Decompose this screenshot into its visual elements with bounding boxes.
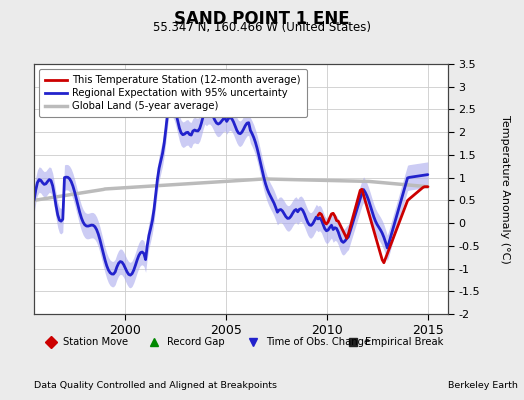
Legend: This Temperature Station (12-month average), Regional Expectation with 95% uncer: This Temperature Station (12-month avera… — [39, 69, 307, 117]
Text: Record Gap: Record Gap — [167, 337, 224, 347]
Y-axis label: Temperature Anomaly (°C): Temperature Anomaly (°C) — [499, 115, 509, 263]
Text: Time of Obs. Change: Time of Obs. Change — [266, 337, 370, 347]
Text: Empirical Break: Empirical Break — [365, 337, 444, 347]
Text: Station Move: Station Move — [63, 337, 128, 347]
Text: Data Quality Controlled and Aligned at Breakpoints: Data Quality Controlled and Aligned at B… — [34, 381, 277, 390]
Text: Berkeley Earth: Berkeley Earth — [448, 381, 518, 390]
Text: SAND POINT 1 ENE: SAND POINT 1 ENE — [174, 10, 350, 28]
Text: 55.347 N, 160.466 W (United States): 55.347 N, 160.466 W (United States) — [153, 21, 371, 34]
